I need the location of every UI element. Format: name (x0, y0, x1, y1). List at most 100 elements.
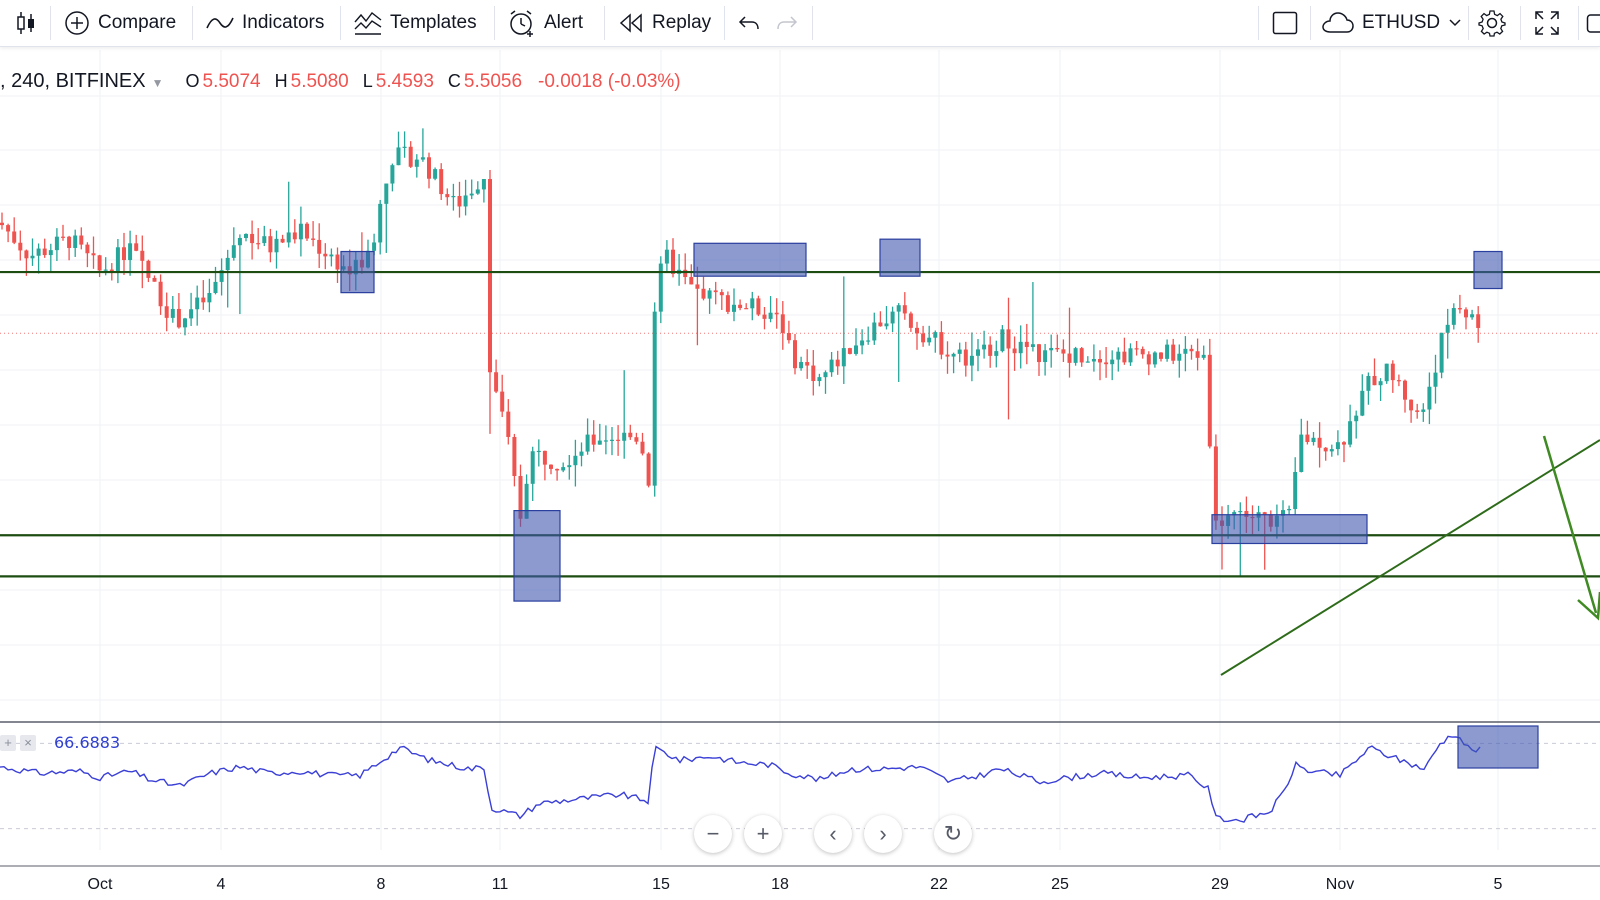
candle-body (854, 345, 858, 354)
x-tick-label: 18 (771, 876, 789, 893)
candle-body (1006, 329, 1011, 349)
rsi-close-icon[interactable]: × (20, 734, 36, 751)
fullscreen-button[interactable] (1534, 0, 1560, 46)
candle-body (298, 223, 303, 240)
candle-body (79, 235, 84, 245)
candle-body (414, 159, 419, 167)
candle-body (54, 236, 59, 251)
candle-body (1470, 314, 1475, 318)
undo-icon (738, 16, 759, 30)
candle-body (335, 254, 340, 270)
candle-body (652, 311, 657, 486)
zoom-out-button[interactable]: − (694, 815, 732, 853)
camera-icon (1586, 14, 1600, 33)
candle-body (1018, 341, 1023, 354)
candle-body (1342, 442, 1346, 445)
rsi-pane (0, 721, 1600, 867)
indicators-label: Indicators (242, 12, 325, 33)
undo-button[interactable] (738, 0, 760, 46)
x-tick-label: 5 (1494, 876, 1503, 893)
candle-body (658, 263, 663, 312)
candle-body (1305, 434, 1310, 443)
highlight-box (1473, 250, 1503, 290)
candle-body (1189, 348, 1194, 352)
replay-button[interactable]: Replay (618, 0, 711, 46)
candle-body (976, 349, 980, 356)
candle-body (1177, 353, 1182, 361)
candle-body (189, 309, 194, 319)
alert-button[interactable]: Alert (508, 0, 583, 46)
candle-body (488, 179, 492, 373)
candle-body (1384, 363, 1389, 382)
candle-body (1244, 511, 1249, 517)
candle-body (878, 322, 883, 327)
candle-body (567, 465, 572, 468)
candle-body (1293, 471, 1298, 510)
candle-body (841, 348, 846, 367)
candle-body (1262, 512, 1267, 515)
candle-body (12, 231, 17, 243)
candle-body (268, 236, 273, 253)
templates-button[interactable]: Templates (354, 0, 477, 46)
candle-body (646, 453, 651, 486)
candle-body (475, 189, 480, 194)
compare-button[interactable]: Compare (64, 0, 176, 46)
candle-body (237, 237, 242, 246)
candle-body (939, 332, 944, 355)
rsi-settings-icon[interactable]: + (0, 734, 16, 751)
scroll-left-button[interactable]: ‹ (814, 815, 852, 853)
zoom-in-button[interactable]: + (744, 815, 782, 853)
rsi-line (0, 735, 1481, 823)
candle-body (280, 238, 285, 243)
candle-body (1464, 309, 1468, 318)
candle-body (140, 250, 145, 261)
symbol-selector[interactable]: ETHUSD (1322, 0, 1462, 46)
snapshot-button[interactable] (1586, 0, 1600, 46)
scroll-right-button[interactable]: › (864, 815, 902, 853)
candle-body (707, 290, 712, 299)
candle-body (963, 349, 968, 366)
indicators-button[interactable]: Indicators (206, 0, 324, 46)
trendline (1220, 439, 1600, 676)
candle-body (524, 483, 529, 519)
candle-body (213, 281, 218, 294)
candle-body (1445, 324, 1450, 333)
x-tick-label: 11 (492, 876, 509, 893)
candle-body (530, 451, 535, 484)
candle-body (628, 432, 633, 438)
fullscreen-layout-button[interactable] (1272, 0, 1298, 46)
candle-body (256, 243, 261, 245)
candle-body (902, 305, 907, 314)
settings-button[interactable] (1478, 0, 1506, 46)
chevron-down-icon (1449, 19, 1461, 27)
candle-body (18, 242, 23, 251)
candle-body (1232, 512, 1237, 516)
chart-grid (0, 50, 1600, 850)
candle-body (1213, 446, 1218, 521)
caret-down-icon[interactable]: ▼ (151, 76, 164, 90)
reset-chart-button[interactable]: ↻ (934, 815, 972, 853)
close-label: C (447, 71, 461, 91)
candle-body (951, 353, 956, 357)
minus-icon: − (706, 821, 720, 846)
redo-button[interactable] (776, 0, 798, 46)
candle-body (622, 432, 627, 441)
chart-type-button[interactable] (14, 0, 38, 46)
candle-body (463, 195, 468, 207)
alert-label: Alert (544, 12, 584, 33)
candle-body (1055, 347, 1060, 350)
candle-body (1329, 449, 1334, 452)
candle-body (1085, 361, 1090, 363)
candle-body (561, 467, 566, 471)
highlight-box (693, 242, 807, 277)
candle-body (494, 372, 499, 392)
candle-body (1159, 352, 1163, 359)
candle-body (866, 340, 871, 342)
candle-body (847, 348, 852, 354)
candle-body (152, 277, 157, 282)
symbol-interval[interactable]: , 240, BITFINEX (0, 70, 146, 92)
candle-body (481, 179, 486, 190)
candle-body (915, 327, 919, 334)
candle-body (286, 232, 291, 243)
